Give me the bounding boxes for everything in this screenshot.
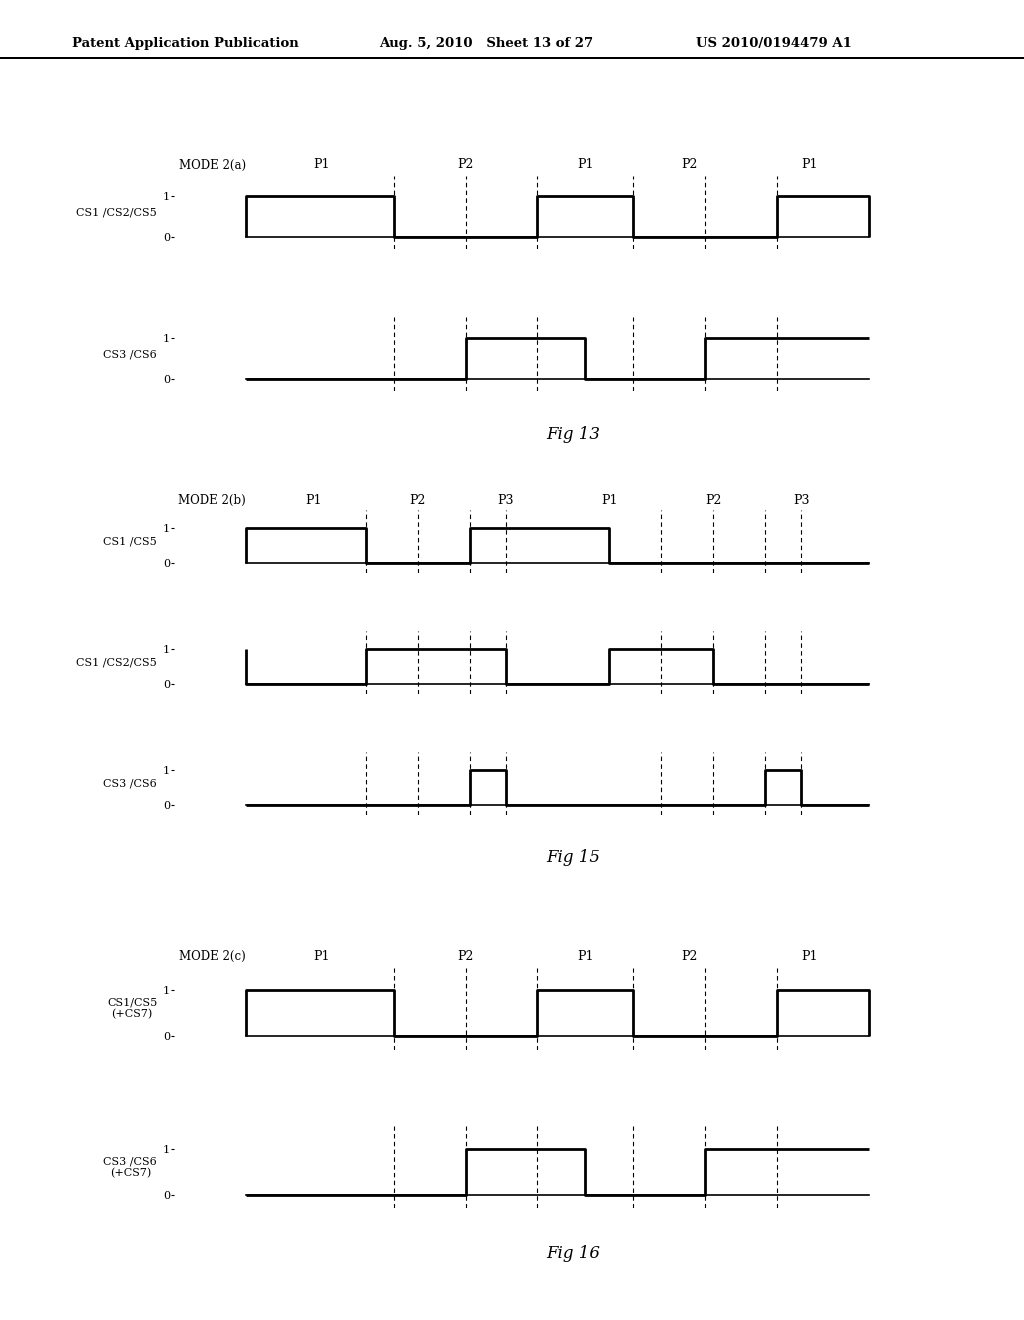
Text: P2: P2 — [706, 494, 721, 507]
Text: P3: P3 — [793, 494, 809, 507]
Text: P1: P1 — [578, 158, 594, 172]
Y-axis label: CS1/CS5
(+CS7): CS1/CS5 (+CS7) — [106, 998, 158, 1020]
Y-axis label: CS1 /CS5: CS1 /CS5 — [103, 537, 158, 546]
Y-axis label: CS1 /CS2/CS5: CS1 /CS2/CS5 — [77, 207, 158, 218]
Text: P1: P1 — [313, 158, 330, 172]
Text: P1: P1 — [601, 494, 617, 507]
Text: Fig 15: Fig 15 — [547, 849, 600, 866]
Text: MODE 2(c): MODE 2(c) — [179, 950, 246, 964]
Text: Fig 16: Fig 16 — [547, 1245, 600, 1262]
Text: P2: P2 — [458, 158, 474, 172]
Text: Aug. 5, 2010   Sheet 13 of 27: Aug. 5, 2010 Sheet 13 of 27 — [379, 37, 593, 50]
Text: P2: P2 — [681, 158, 697, 172]
Y-axis label: CS1 /CS2/CS5: CS1 /CS2/CS5 — [77, 657, 158, 668]
Text: Patent Application Publication: Patent Application Publication — [72, 37, 298, 50]
Text: P1: P1 — [305, 494, 323, 507]
Text: P1: P1 — [801, 158, 817, 172]
Text: P1: P1 — [313, 950, 330, 964]
Text: P2: P2 — [410, 494, 426, 507]
Text: P3: P3 — [498, 494, 514, 507]
Y-axis label: CS3 /CS6: CS3 /CS6 — [103, 779, 158, 789]
Text: P2: P2 — [458, 950, 474, 964]
Text: Fig 13: Fig 13 — [547, 426, 600, 444]
Y-axis label: CS3 /CS6: CS3 /CS6 — [103, 350, 158, 359]
Text: MODE 2(a): MODE 2(a) — [179, 158, 246, 172]
Text: P1: P1 — [578, 950, 594, 964]
Y-axis label: CS3 /CS6
(+CS7): CS3 /CS6 (+CS7) — [103, 1156, 158, 1179]
Text: MODE 2(b): MODE 2(b) — [178, 494, 246, 507]
Text: P2: P2 — [681, 950, 697, 964]
Text: P1: P1 — [801, 950, 817, 964]
Text: US 2010/0194479 A1: US 2010/0194479 A1 — [696, 37, 852, 50]
